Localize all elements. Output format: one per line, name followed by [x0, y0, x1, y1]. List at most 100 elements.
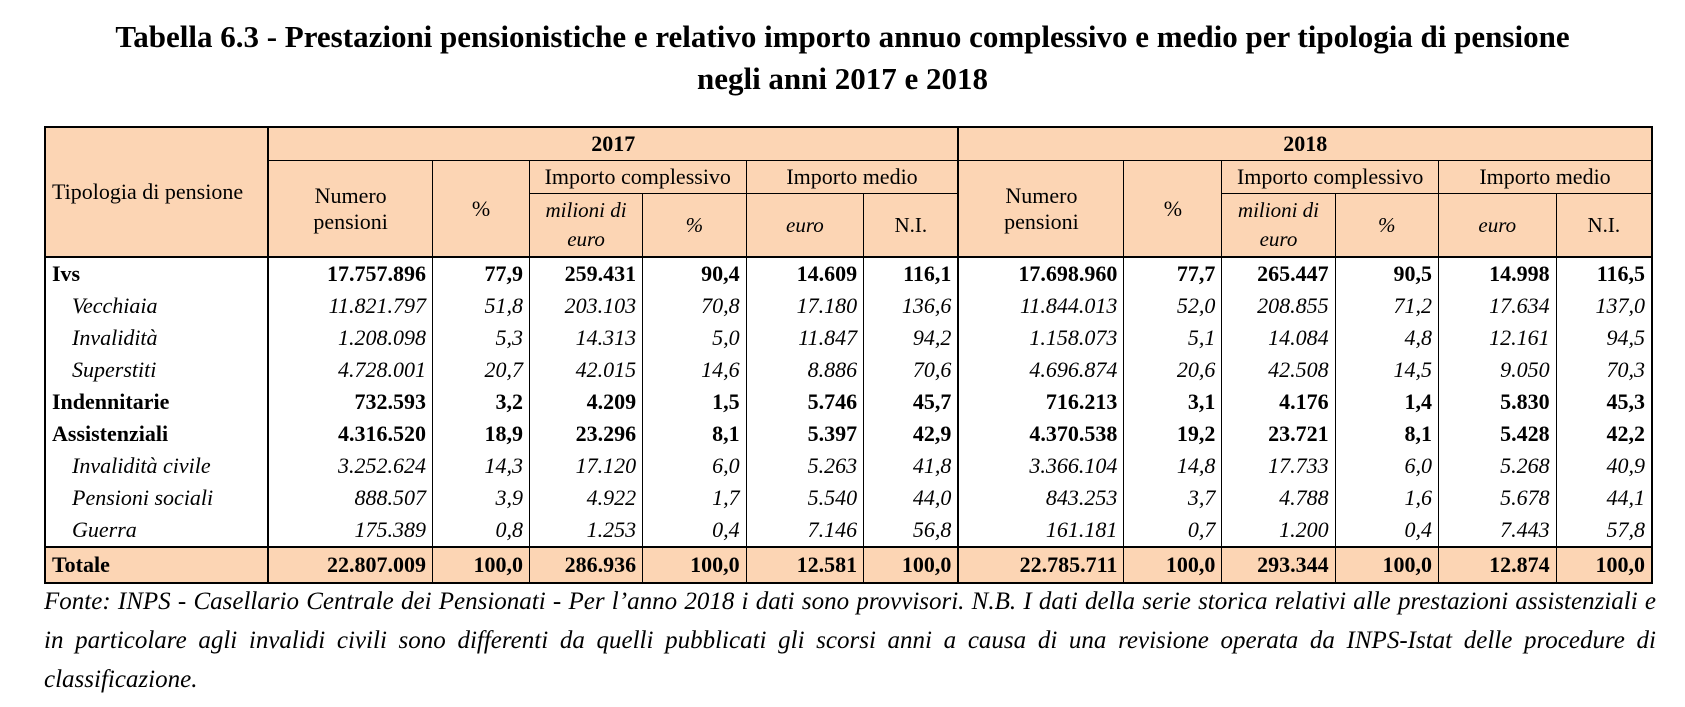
header-numero-line1: Numero	[314, 182, 387, 208]
numero-pensioni-2018: 11.844.013	[957, 290, 1124, 322]
total-importo-medio-euro-2017: 12.581	[745, 546, 864, 583]
importo-medio-ni-2018: 137,0	[1555, 290, 1652, 322]
importo-percent-2017: 14,6	[642, 354, 747, 386]
numero-pensioni-2018: 17.698.960	[957, 257, 1124, 290]
importo-percent-2018: 90,5	[1334, 257, 1439, 290]
total-percent-2017: 100,0	[432, 546, 530, 583]
header-milioni-euro-2018: milioni di euro	[1221, 193, 1336, 258]
numero-pensioni-2017: 732.593	[267, 386, 433, 418]
source-note: Fonte: INPS - Casellario Centrale dei Pe…	[44, 588, 1656, 693]
importo-milioni-2017: 4.209	[528, 386, 643, 418]
percent-2018: 0,7	[1123, 514, 1222, 547]
importo-medio-ni-2018: 70,3	[1555, 354, 1652, 386]
importo-medio-euro-2018: 9.050	[1438, 354, 1557, 386]
percent-2018: 3,1	[1123, 386, 1222, 418]
header-milioni-line1: milioni di	[545, 198, 627, 222]
row-label: Vecchiaia	[72, 293, 158, 318]
numero-pensioni-2017: 175.389	[267, 514, 433, 547]
importo-medio-euro-2017: 7.146	[745, 514, 864, 547]
importo-medio-euro-2018: 17.634	[1438, 290, 1557, 322]
importo-medio-euro-2018: 5.830	[1438, 386, 1557, 418]
table-row: Pensioni sociali 888.507 3,9 4.922 1,7 5.540 4…	[45, 482, 1652, 514]
numero-pensioni-2018: 716.213	[957, 386, 1124, 418]
importo-percent-2017: 1,7	[642, 482, 747, 514]
total-importo-medio-ni-2017: 100,0	[863, 546, 959, 583]
importo-milioni-2018: 17.733	[1221, 450, 1336, 482]
numero-pensioni-2018: 4.696.874	[957, 354, 1124, 386]
importo-percent-2018: 14,5	[1334, 354, 1439, 386]
importo-medio-ni-2017: 116,1	[863, 257, 959, 290]
percent-2018: 20,6	[1123, 354, 1222, 386]
importo-milioni-2017: 14.313	[528, 322, 643, 354]
row-label: Superstiti	[72, 357, 157, 382]
header-euro-2017: euro	[745, 193, 864, 258]
importo-medio-ni-2017: 56,8	[863, 514, 959, 547]
importo-medio-ni-2018: 44,1	[1555, 482, 1652, 514]
importo-medio-euro-2018: 5.678	[1438, 482, 1557, 514]
importo-medio-ni-2018: 45,3	[1555, 386, 1652, 418]
percent-2018: 52,0	[1123, 290, 1222, 322]
importo-medio-euro-2017: 14.609	[745, 257, 864, 290]
importo-medio-euro-2017: 5.397	[745, 418, 864, 450]
header-tipologia: Tipologia di pensione	[45, 127, 269, 258]
row-label: Guerra	[72, 517, 137, 542]
importo-milioni-2018: 42.508	[1221, 354, 1336, 386]
table-title-line1: Tabella 6.3 - Prestazioni pensionistiche…	[115, 19, 1570, 54]
total-importo-medio-euro-2018: 12.874	[1438, 546, 1557, 583]
row-label: Indennitarie	[52, 389, 170, 414]
table-title-line2: negli anni 2017 e 2018	[696, 61, 989, 96]
total-importo-milioni-2017: 286.936	[528, 546, 643, 583]
importo-medio-ni-2017: 41,8	[863, 450, 959, 482]
importo-percent-2018: 0,4	[1334, 514, 1439, 547]
numero-pensioni-2017: 888.507	[267, 482, 433, 514]
importo-milioni-2018: 265.447	[1221, 257, 1336, 290]
header-milioni-line2: euro	[567, 227, 605, 251]
importo-medio-euro-2017: 5.540	[745, 482, 864, 514]
header-importo-complessivo-2018: Importo complessivo	[1221, 160, 1439, 194]
importo-medio-ni-2017: 42,9	[863, 418, 959, 450]
total-importo-medio-ni-2018: 100,0	[1555, 546, 1652, 583]
importo-medio-ni-2018: 40,9	[1555, 450, 1652, 482]
importo-milioni-2017: 42.015	[528, 354, 643, 386]
importo-medio-euro-2018: 5.428	[1438, 418, 1557, 450]
importo-percent-2017: 1,5	[642, 386, 747, 418]
numero-pensioni-2018: 1.158.073	[957, 322, 1124, 354]
percent-2017: 18,9	[432, 418, 530, 450]
table-row: Ivs 17.757.896 77,9 259.431 90,4 14.609 116,1 1…	[45, 257, 1652, 290]
importo-percent-2017: 6,0	[642, 450, 747, 482]
percent-2017: 3,2	[432, 386, 530, 418]
importo-percent-2017: 0,4	[642, 514, 747, 547]
importo-medio-ni-2018: 42,2	[1555, 418, 1652, 450]
table-row: Superstiti 4.728.001 20,7 42.015 14,6 8.886 70…	[45, 354, 1652, 386]
percent-2018: 3,7	[1123, 482, 1222, 514]
table-title: Tabella 6.3 - Prestazioni pensionistiche…	[0, 16, 1685, 100]
header-year-2017: 2017	[267, 127, 959, 161]
table-row: Invalidità civile 3.252.624 14,3 17.120 6,0 5…	[45, 450, 1652, 482]
percent-2017: 3,9	[432, 482, 530, 514]
numero-pensioni-2017: 1.208.098	[267, 322, 433, 354]
header-numero-line2: pensioni	[1004, 208, 1079, 234]
importo-percent-2018: 8,1	[1334, 418, 1439, 450]
importo-medio-euro-2017: 5.263	[745, 450, 864, 482]
header-ni-2018: N.I.	[1555, 193, 1652, 258]
total-importo-percent-2017: 100,0	[642, 546, 747, 583]
importo-percent-2017: 8,1	[642, 418, 747, 450]
importo-medio-ni-2017: 136,6	[863, 290, 959, 322]
importo-milioni-2017: 23.296	[528, 418, 643, 450]
importo-percent-2018: 1,6	[1334, 482, 1439, 514]
percent-2017: 0,8	[432, 514, 530, 547]
importo-medio-euro-2017: 11.847	[745, 322, 864, 354]
total-label: Totale	[45, 546, 269, 583]
percent-2018: 77,7	[1123, 257, 1222, 290]
importo-medio-euro-2017: 5.746	[745, 386, 864, 418]
importo-milioni-2018: 208.855	[1221, 290, 1336, 322]
percent-2018: 5,1	[1123, 322, 1222, 354]
total-percent-2018: 100,0	[1123, 546, 1222, 583]
importo-medio-ni-2017: 45,7	[863, 386, 959, 418]
table-row: Vecchiaia 11.821.797 51,8 203.103 70,8 17.180…	[45, 290, 1652, 322]
percent-2018: 19,2	[1123, 418, 1222, 450]
importo-milioni-2018: 14.084	[1221, 322, 1336, 354]
table-row: Assistenziali 4.316.520 18,9 23.296 8,1 5.397…	[45, 418, 1652, 450]
numero-pensioni-2017: 11.821.797	[267, 290, 433, 322]
numero-pensioni-2017: 4.728.001	[267, 354, 433, 386]
